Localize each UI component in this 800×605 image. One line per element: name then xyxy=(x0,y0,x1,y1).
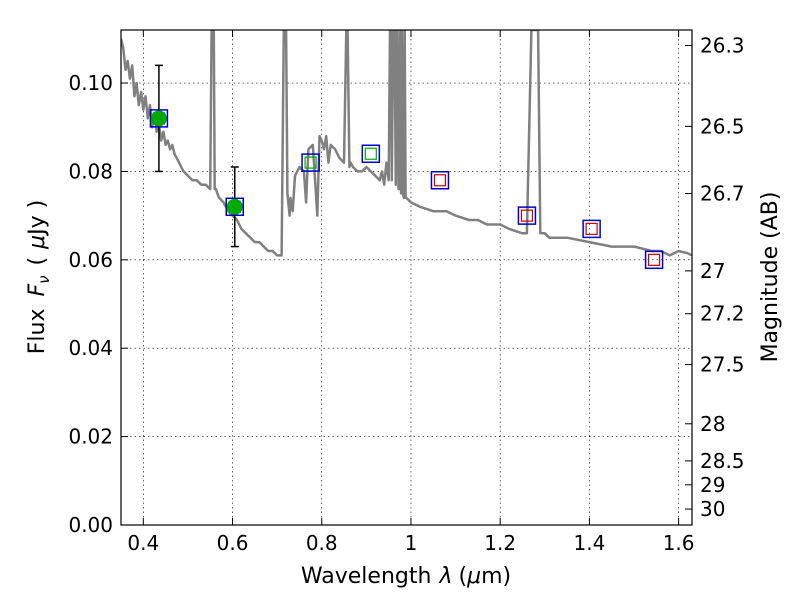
model-band-outer-square xyxy=(149,109,169,128)
y2-axis-label: Magnitude (AB) xyxy=(758,192,783,363)
x-axis-label-mu: μ xyxy=(466,564,481,589)
model-band-inner-square xyxy=(647,253,661,266)
y2-tick-label: 26.3 xyxy=(700,33,745,57)
x-axis-label-open: ( xyxy=(458,564,467,589)
model-band-outer-square xyxy=(361,144,381,163)
model-band-inner-square xyxy=(304,156,317,169)
y2-tick-label: 27.2 xyxy=(700,302,745,326)
y-axis-label: Flux Fν ( μJy ) xyxy=(25,200,53,354)
x-tick-label: 0.4 xyxy=(127,531,159,555)
y-tick-label: 0.06 xyxy=(68,248,113,272)
x-axis-label: Wavelength λ (μm) xyxy=(301,564,511,589)
y2-tick-label: 30 xyxy=(700,497,725,521)
y-tick-label: 0.04 xyxy=(68,336,113,360)
y2-tick-label: 26.7 xyxy=(700,182,745,206)
y-axis: 0.00 0.02 0.04 0.06 0.08 0.10 xyxy=(68,71,128,537)
y2-tick-label: 27 xyxy=(700,259,725,283)
model-band-inner-square xyxy=(585,222,598,235)
model-band-outer-square xyxy=(225,197,245,217)
y-tick-label: 0.08 xyxy=(68,159,113,183)
y2-tick-label: 27.5 xyxy=(700,353,745,377)
model-band-inner-square xyxy=(520,209,534,222)
model-band-inner-square xyxy=(228,200,241,213)
plot-frame xyxy=(120,29,693,526)
model-band-inner-square xyxy=(364,147,377,160)
model-band-outer-square xyxy=(301,153,320,172)
model-band-outer-square xyxy=(582,219,601,239)
model-band-outer-square xyxy=(644,250,664,270)
x-tick-label: 1.2 xyxy=(484,531,516,555)
x-tick-label: 1.6 xyxy=(663,531,695,555)
y2-tick-label: 29 xyxy=(700,473,725,497)
y-axis-label-text: Flux xyxy=(25,309,50,355)
model-band-outer-square xyxy=(517,206,537,225)
sed-model-line xyxy=(121,30,692,257)
error-bars xyxy=(154,64,239,248)
sed-model-spectrum xyxy=(121,30,692,257)
y2-tick-label: 28 xyxy=(700,412,725,436)
y-axis-label-var: F xyxy=(25,284,50,297)
y-axis-label-open: ( xyxy=(25,257,50,266)
x-tick-label: 0.8 xyxy=(306,531,338,555)
photometry-point xyxy=(150,110,167,127)
photometry-point xyxy=(226,198,243,215)
x-tick-label: 1.4 xyxy=(573,531,605,555)
grid xyxy=(121,30,692,526)
y-axis-label-sub: ν xyxy=(35,275,53,283)
x-axis-label-text: Wavelength xyxy=(301,564,432,589)
model-band-inner-square xyxy=(152,112,166,125)
y2-tick-label: 28.5 xyxy=(700,449,745,473)
y-tick-label: 0.02 xyxy=(68,425,113,449)
y2-tick-label: 26.5 xyxy=(700,114,745,138)
x-tick-label: 1 xyxy=(405,531,418,555)
x-axis-label-var: λ xyxy=(438,564,452,589)
x-axis: 0.4 0.6 0.8 1 1.2 1.4 1.6 xyxy=(127,30,695,555)
y-tick-label: 0.00 xyxy=(68,513,113,537)
x-tick-label: 0.6 xyxy=(217,531,249,555)
y-axis-label-unit: Jy ) xyxy=(25,200,50,237)
model-band-outer-square xyxy=(430,171,450,190)
y-axis-label-mu: μ xyxy=(25,235,50,250)
photometry-points xyxy=(150,110,243,215)
model-band-inner-square xyxy=(433,174,447,187)
x-axis-label-unit: m) xyxy=(481,564,511,589)
model-band-markers xyxy=(149,109,664,270)
y-tick-label: 0.10 xyxy=(68,71,113,95)
